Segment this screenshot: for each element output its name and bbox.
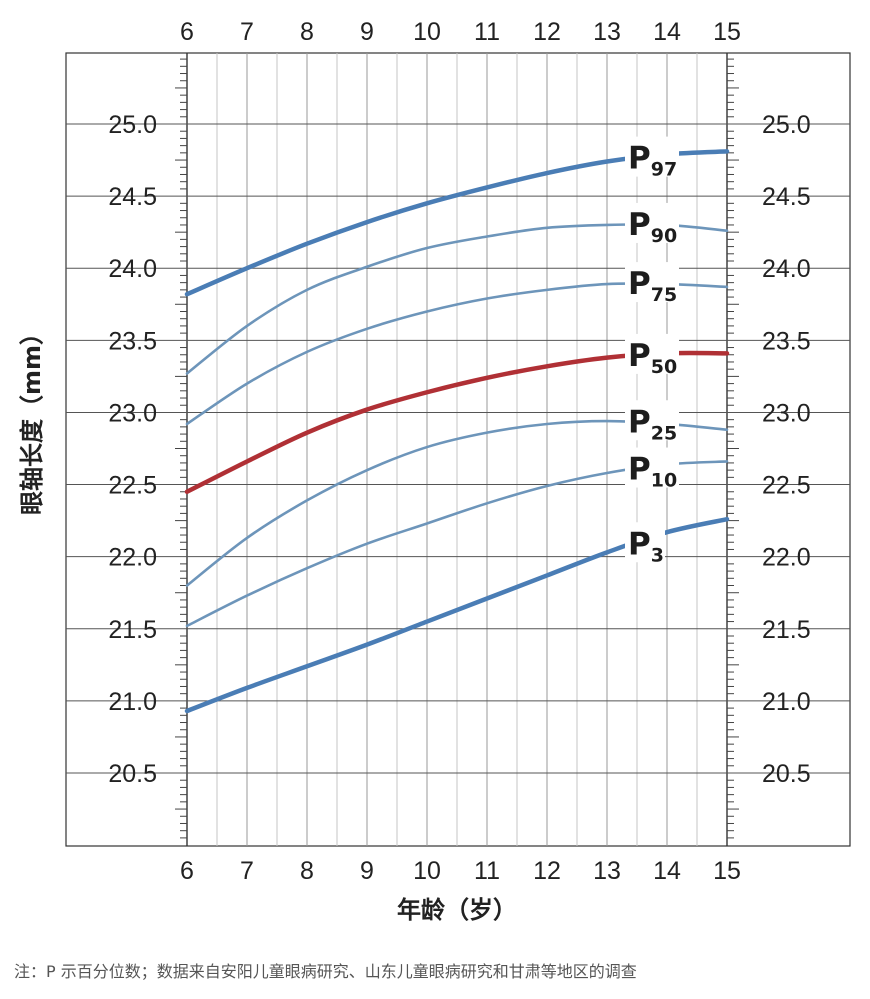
percentile-label-P3: P3 — [625, 522, 665, 566]
x-tick-label-bottom: 13 — [593, 857, 621, 885]
y-tick-label-right: 21.0 — [762, 688, 811, 716]
percentile-label-P75: P75 — [625, 262, 679, 306]
footnote: 注：P 示百分位数；数据来自安阳儿童眼病研究、山东儿童眼病研究和甘肃等地区的调查 — [14, 962, 637, 981]
percentile-label-bg — [625, 447, 679, 488]
x-tick-label-top: 6 — [180, 18, 194, 46]
percentile-label-subscript: 10 — [651, 470, 677, 492]
plot-frame — [65, 52, 851, 847]
y-tick-label-right: 24.5 — [762, 183, 811, 211]
percentile-label-P90: P90 — [625, 202, 679, 247]
percentile-label-bg — [625, 333, 679, 374]
x-tick-label-bottom: 6 — [180, 857, 194, 885]
x-tick-label-bottom: 12 — [533, 857, 561, 885]
percentile-label-subscript: 25 — [651, 422, 677, 444]
y-tick-label-left: 23.0 — [108, 399, 157, 427]
x-tick-label-top: 9 — [360, 18, 374, 46]
y-tick-label-right: 22.5 — [762, 472, 811, 500]
y-tick-label-left: 20.5 — [108, 760, 157, 788]
y-tick-label-left: 24.0 — [108, 255, 157, 283]
x-tick-label-top: 15 — [713, 18, 741, 46]
percentile-label-P50: P50 — [625, 333, 679, 378]
y-tick-label-right: 24.0 — [762, 255, 811, 283]
percentile-label-bg — [625, 262, 679, 303]
percentile-label-subscript: 75 — [651, 284, 677, 306]
y-tick-label-right: 23.0 — [762, 399, 811, 427]
y-tick-label-left: 25.0 — [108, 111, 157, 139]
x-tick-label-top: 12 — [533, 18, 561, 46]
plot-border — [65, 52, 851, 847]
x-tick-label-top: 11 — [474, 18, 500, 46]
x-tick-label-top: 13 — [593, 18, 621, 46]
percentile-label-P97: P97 — [625, 136, 679, 181]
x-axis-title: 年龄（岁） — [397, 896, 517, 924]
x-tick-label-bottom: 7 — [240, 857, 254, 885]
y-tick-label-left: 24.5 — [108, 183, 157, 211]
x-tick-label-top: 14 — [653, 18, 681, 46]
grid-lines — [66, 53, 850, 846]
percentile-label-subscript: 50 — [651, 356, 677, 378]
x-tick-label-bottom: 14 — [653, 857, 681, 885]
percentile-label-bg — [625, 522, 665, 563]
y-tick-label-right: 21.5 — [762, 616, 811, 644]
y-axis-title: 眼轴长度（mm） — [18, 321, 46, 515]
y-tick-label-right: 20.5 — [762, 760, 811, 788]
y-tick-label-right: 25.0 — [762, 111, 811, 139]
percentile-label-subscript: 90 — [651, 225, 677, 247]
x-tick-label-bottom: 11 — [474, 857, 500, 885]
x-tick-label-top: 7 — [240, 18, 254, 46]
x-tick-label-top: 10 — [413, 18, 441, 46]
percentile-label-subscript: 3 — [651, 544, 664, 566]
percentile-label-P25: P25 — [625, 400, 679, 444]
x-tick-label-bottom: 10 — [413, 857, 441, 885]
tick-labels: 6 6 7 7 8 8 9 9 10 10 11 11 12 12 13 13 14 14 15 15 20.5 20.5… — [108, 18, 810, 885]
y-tick-label-left: 22.5 — [108, 472, 157, 500]
percentile-label-P10: P10 — [625, 447, 679, 492]
percentile-label-bg — [625, 202, 679, 243]
percentile-label-bg — [625, 400, 679, 441]
x-tick-label-bottom: 9 — [360, 857, 374, 885]
x-tick-label-bottom: 8 — [300, 857, 314, 885]
percentile-label-bg — [625, 136, 679, 177]
x-tick-label-top: 8 — [300, 18, 314, 46]
y-tick-label-right: 22.0 — [762, 544, 811, 572]
axis-ticks — [175, 58, 739, 839]
y-tick-label-left: 21.0 — [108, 688, 157, 716]
y-tick-label-left: 21.5 — [108, 616, 157, 644]
y-tick-label-left: 22.0 — [108, 544, 157, 572]
y-tick-label-right: 23.5 — [762, 327, 811, 355]
x-tick-label-bottom: 15 — [713, 857, 741, 885]
y-tick-label-left: 23.5 — [108, 327, 157, 355]
percentile-label-subscript: 97 — [651, 159, 677, 181]
